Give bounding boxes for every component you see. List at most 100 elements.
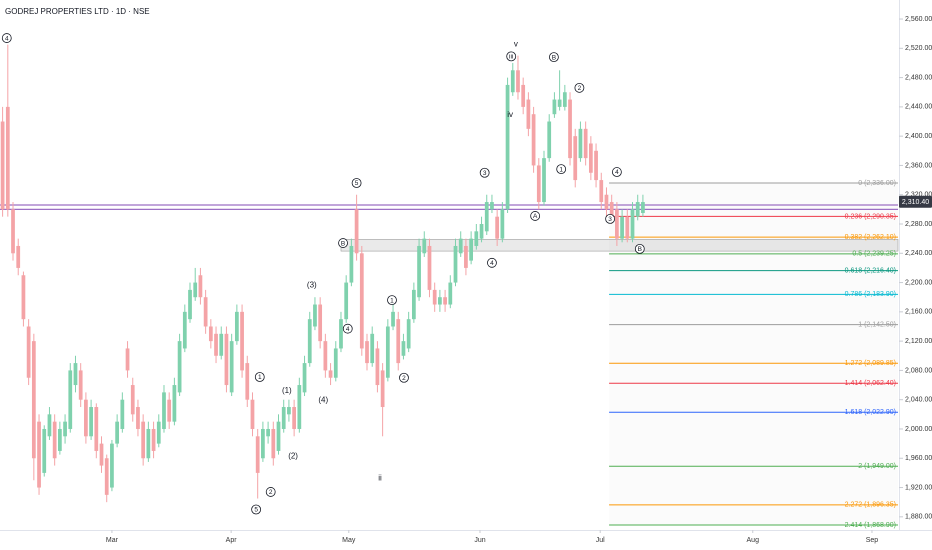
candle-body [120,399,125,429]
candle-body [26,326,31,378]
candle-body [391,311,395,327]
candle-body [302,363,307,393]
candle-body [432,289,437,305]
candle-body [245,363,250,400]
candle-body [234,311,239,342]
candle-body [146,428,151,459]
candle-body [94,407,99,451]
candle-body [453,245,458,283]
wave-label: (2) [288,452,298,461]
wave-label-circle [479,167,490,178]
candle-body [21,275,26,320]
candle-body [276,421,281,451]
wave-label: 1 [390,297,394,304]
candle-body [542,158,546,203]
x-tick-label: Mar [106,537,119,544]
candle-body [271,428,276,459]
candle-body [385,326,390,378]
wave-label: B [638,246,642,253]
candle-body [401,341,406,356]
wave-label: 5 [254,507,258,514]
candle-body [104,458,109,495]
candle-body [417,245,421,298]
candle-body [557,99,562,107]
candle-body [130,385,135,415]
candle-body [505,84,510,210]
fib-label: 0.618 (2,216.40) [845,267,896,274]
candle-body [0,121,5,210]
wave-label-circle [556,164,567,175]
candle-body [427,245,432,290]
wave-label: (3) [307,280,317,289]
candle-body [510,70,515,93]
wave-label-circle [605,213,616,224]
candle-body [500,209,505,239]
candle-body [547,121,552,159]
candle-body [479,224,484,239]
candle-body [599,180,604,203]
wave-label: ii [378,474,382,483]
fib-label: 0 (2,336.00) [858,180,896,187]
x-tick-label: Sep [866,537,879,544]
wave-label: 4 [615,169,619,176]
candle-body [193,282,198,298]
wave-label-circle [265,487,276,497]
y-tick-label: 1,880.00 [905,514,932,521]
candle-body [495,216,500,239]
wave-label: (1) [282,386,292,395]
candle-body [203,297,208,327]
candle-body [63,421,67,437]
candle-body [474,231,479,246]
candle-body [438,297,442,305]
candle-body [89,407,93,437]
last-price-tag [899,195,932,208]
candle-body [11,209,15,254]
y-tick-label: 2,040.00 [905,397,932,404]
wave-label-circle [634,243,645,254]
candle-body [536,165,541,203]
wave-label: 4 [346,326,350,333]
candle-body [625,216,630,239]
candle-body [141,421,146,459]
candle-body [568,99,572,159]
fib-label: 0.236 (2,290.35) [845,213,896,220]
wave-label-circle [399,372,409,383]
candle-body [380,370,385,408]
candle-body [516,70,520,93]
candle-body [167,399,172,422]
candle-body [52,421,57,459]
wave-label: 2 [578,85,582,92]
candle-body [359,253,364,349]
candle-body [57,428,62,451]
candle-body [406,319,411,349]
candle-body [635,202,640,217]
candle-body [583,128,588,159]
y-tick-label: 2,320.00 [905,192,932,199]
wave-label: A [533,213,538,220]
wave-label: (4) [318,395,328,404]
y-tick-label: 2,440.00 [905,104,932,111]
candle-body [5,106,10,210]
candle-body [562,92,567,107]
candle-body [266,428,270,437]
wave-label: 4 [490,260,494,267]
candle-body [198,275,203,298]
candle-body [42,428,47,473]
candle-body [328,370,333,378]
candle-body [588,143,593,173]
wave-label-circle [342,323,353,334]
candle-body [250,399,255,429]
wave-label-circle [351,178,362,188]
candle-body [37,421,41,488]
wave-label-circle [1,33,12,43]
candle-body [573,136,578,181]
candle-body [229,341,234,393]
candle-body [73,363,78,386]
candle-body [490,202,494,210]
fib-label: 2 (1,949.00) [858,463,896,470]
y-tick-label: 2,080.00 [905,367,932,374]
candle-body [162,392,166,429]
fib-label: 1.272 (2,089.85) [845,360,896,367]
candle-body [240,311,244,371]
candle-body [484,202,489,232]
